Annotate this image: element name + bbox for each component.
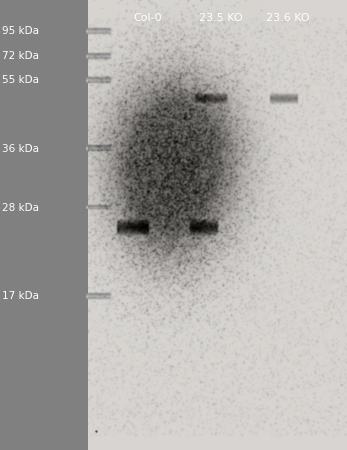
Text: 55 kDa: 55 kDa [2, 75, 39, 85]
Text: 95 kDa: 95 kDa [2, 27, 39, 36]
Text: Col-0: Col-0 [133, 13, 162, 22]
Text: 23.6 KO: 23.6 KO [266, 13, 310, 22]
Text: 36 kDa: 36 kDa [2, 144, 39, 153]
Text: 17 kDa: 17 kDa [2, 291, 39, 301]
Text: 72 kDa: 72 kDa [2, 51, 39, 61]
Text: 28 kDa: 28 kDa [2, 203, 39, 213]
Text: 23.5 KO: 23.5 KO [198, 13, 242, 22]
